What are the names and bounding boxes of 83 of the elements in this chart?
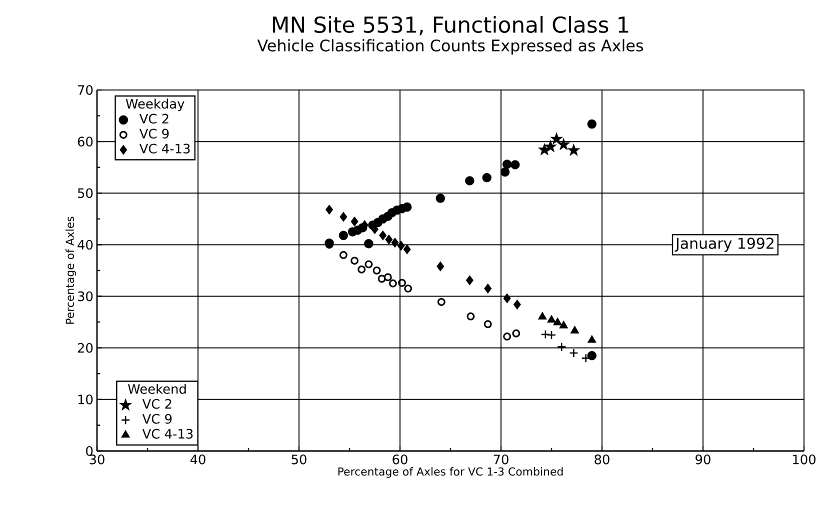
point [482, 173, 492, 182]
legend-label: VC 4-13 [139, 144, 190, 154]
point [358, 265, 366, 274]
point [570, 326, 579, 334]
x-tick-label: 100 [793, 454, 816, 464]
point [378, 274, 386, 283]
point [588, 335, 596, 343]
x-tick-label: 50 [292, 454, 306, 464]
x-tick-label: 70 [494, 454, 508, 464]
x-tick-label: 60 [392, 454, 408, 464]
point [551, 133, 562, 144]
point [569, 348, 578, 358]
point [398, 278, 406, 287]
point [385, 234, 393, 244]
y-tick-label: 10 [78, 394, 93, 404]
point [364, 239, 374, 248]
point [514, 300, 521, 310]
x-tick-label: 40 [190, 454, 206, 464]
point [540, 330, 550, 340]
point [384, 273, 392, 282]
point [403, 244, 411, 254]
point [484, 284, 492, 294]
point [587, 119, 597, 129]
point [547, 315, 556, 323]
x-axis-title: Percentage of Axles for VC 1-3 Combined [338, 467, 563, 478]
point [339, 251, 348, 260]
point [558, 139, 570, 150]
point [436, 194, 446, 203]
point [503, 294, 511, 303]
y-tick-label: 50 [78, 188, 93, 198]
point [502, 160, 512, 169]
point [500, 167, 510, 177]
point [560, 321, 568, 328]
point [364, 260, 373, 268]
point [437, 298, 446, 306]
point [397, 241, 405, 250]
point [350, 256, 359, 265]
point [436, 262, 444, 272]
annotation: Weekend [128, 384, 186, 394]
point [466, 312, 475, 320]
y-tick-label: 40 [78, 240, 93, 250]
x-tick-label: 90 [696, 454, 710, 464]
y-tick-label: 60 [78, 136, 93, 146]
legend-label: VC 2 [139, 114, 168, 124]
point [484, 320, 492, 328]
point [587, 350, 597, 360]
legend-label: VC 9 [142, 414, 172, 424]
point [556, 342, 566, 352]
point [326, 205, 333, 214]
point [340, 212, 348, 222]
point [546, 330, 556, 340]
x-tick-label: 30 [90, 454, 104, 464]
point [545, 141, 556, 152]
y-axis-title: Percentage of Axles [66, 216, 76, 324]
point [553, 318, 562, 326]
chart-subtitle: Vehicle Classification Counts Expressed as Axles [257, 39, 644, 55]
point [372, 266, 381, 274]
y-tick-label: 20 [78, 342, 93, 353]
point [379, 230, 386, 240]
annotation: January 1992 [674, 238, 774, 252]
legend-label: VC 2 [142, 399, 172, 409]
point [466, 276, 474, 285]
point [402, 202, 412, 212]
point [388, 279, 397, 288]
point [465, 176, 474, 186]
point [538, 312, 547, 320]
point [391, 238, 399, 248]
chart-title: MN Site 5531, Functional Class 1 [272, 16, 628, 36]
point [350, 216, 358, 226]
x-tick-label: 80 [594, 454, 610, 464]
point [510, 160, 520, 170]
point [338, 230, 348, 240]
annotation: Weekday [126, 98, 184, 112]
y-tick-label: 70 [78, 85, 93, 95]
point [539, 144, 550, 155]
legend-label: VC 4-13 [142, 428, 193, 439]
point [503, 332, 512, 340]
y-tick-label: 30 [78, 291, 93, 302]
point [568, 144, 580, 156]
legend-label: VC 9 [139, 128, 169, 139]
point [512, 329, 520, 338]
y-tick-label: 0 [86, 446, 93, 456]
point [404, 284, 412, 293]
